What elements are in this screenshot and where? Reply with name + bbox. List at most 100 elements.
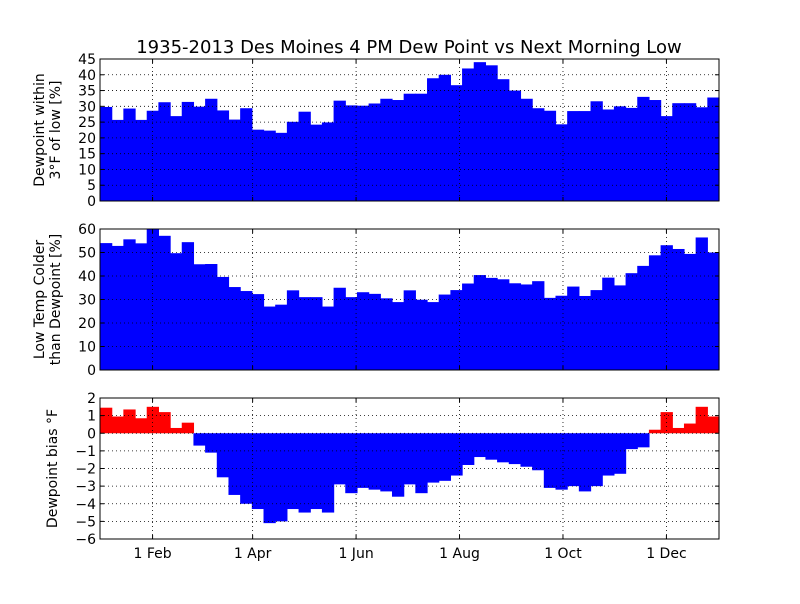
bar-group	[100, 62, 720, 201]
bar	[380, 298, 393, 370]
bar	[275, 132, 288, 201]
bar	[473, 275, 487, 370]
bar	[648, 255, 662, 370]
bar	[240, 108, 253, 201]
y-tick-label: −4	[75, 497, 96, 513]
bar	[625, 107, 638, 201]
bar	[380, 433, 393, 492]
bar	[473, 62, 487, 201]
bar	[310, 433, 323, 510]
bar	[263, 130, 276, 201]
bar	[637, 96, 650, 201]
bar	[228, 287, 241, 370]
bar	[438, 433, 451, 481]
y-tick-label: 30	[78, 293, 96, 309]
bar	[660, 245, 673, 370]
bar	[100, 407, 113, 434]
bar	[368, 433, 381, 490]
bar	[321, 306, 335, 370]
bar	[158, 235, 171, 370]
bar	[135, 119, 148, 201]
bar	[660, 116, 673, 201]
bar	[170, 116, 183, 201]
bar	[427, 78, 440, 201]
bar	[590, 290, 603, 370]
bar	[100, 106, 113, 201]
bar	[333, 433, 346, 485]
bar	[205, 264, 218, 370]
y-tick-label: 10	[78, 162, 96, 178]
bar	[555, 433, 568, 490]
panel-2: 0 10 20 30 40 50 60 Low Temp Colder than Dewpoin…	[32, 222, 720, 379]
y-tick-label: 20	[78, 131, 96, 147]
bar	[158, 412, 171, 434]
y-tick-label: 15	[78, 147, 96, 163]
bar	[205, 433, 218, 453]
bar	[508, 283, 522, 370]
y-axis-label: than Dewpoint [%]	[48, 234, 64, 366]
y-tick-label: 45	[78, 52, 96, 68]
bar	[637, 265, 650, 370]
bar	[100, 243, 113, 370]
y-tick-label: −5	[75, 514, 96, 530]
bar	[602, 433, 615, 476]
bar	[473, 433, 487, 458]
y-tick-label: 40	[78, 269, 96, 285]
bar	[555, 124, 568, 201]
bar	[298, 111, 311, 201]
bar	[567, 433, 580, 487]
bar	[485, 433, 498, 460]
bar	[216, 433, 230, 478]
bar	[543, 297, 557, 370]
bar	[508, 90, 522, 201]
bar	[555, 295, 568, 370]
bar	[707, 252, 720, 370]
bar	[275, 433, 288, 522]
bar	[520, 284, 533, 370]
bar	[345, 433, 358, 494]
x-tick-label: 1 Oct	[544, 546, 582, 562]
bar	[695, 237, 708, 370]
bar	[532, 433, 545, 471]
bar	[333, 100, 346, 201]
bar	[637, 433, 650, 448]
bar	[240, 291, 253, 370]
bar	[275, 304, 288, 370]
y-tick-label: −2	[75, 462, 96, 478]
bar	[228, 433, 241, 495]
bar	[602, 109, 615, 201]
bar	[356, 105, 370, 201]
bar	[216, 110, 230, 201]
bar	[123, 409, 136, 434]
bar	[672, 103, 685, 201]
y-tick-label: −3	[75, 479, 96, 495]
bar	[391, 302, 405, 370]
bar	[462, 283, 475, 370]
y-axis-label: Low Temp Colder	[32, 240, 48, 360]
bar	[450, 290, 463, 370]
y-tick-label: 35	[78, 84, 96, 100]
bar	[310, 124, 323, 201]
bar	[602, 277, 615, 370]
bar	[205, 98, 218, 201]
y-tick-label: 10	[78, 340, 96, 356]
y-tick-label: 0	[87, 194, 96, 210]
x-tick-label: 1 Jun	[338, 546, 373, 562]
bar	[123, 108, 136, 201]
x-tick-label: 1 Feb	[133, 546, 171, 562]
bar	[462, 433, 475, 465]
axes-frame	[99, 58, 720, 202]
y-axis-label: Dewpoint bias °F	[45, 409, 61, 528]
bar	[391, 100, 405, 201]
y-tick-label: 0	[87, 363, 96, 379]
bar	[170, 253, 183, 370]
bar	[345, 297, 358, 370]
bar	[403, 93, 416, 201]
bar	[520, 98, 533, 201]
bar	[356, 292, 370, 370]
bar	[403, 290, 416, 370]
bar	[356, 433, 370, 488]
bar	[240, 433, 253, 504]
